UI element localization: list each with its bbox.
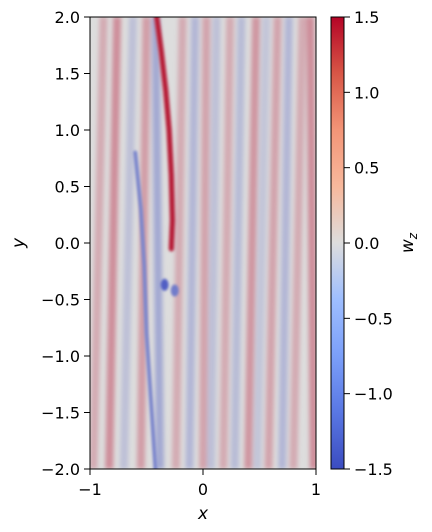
- streak-12: [253, 17, 271, 469]
- heatmap-area: [90, 17, 316, 469]
- streak-8: [206, 17, 221, 469]
- y-tick-label: 0.5: [55, 178, 80, 197]
- streak-16: [306, 17, 316, 469]
- streak-4: [151, 17, 165, 469]
- colorbar-label-subscript: z: [406, 232, 420, 240]
- x-tick-label: 0: [198, 480, 208, 499]
- colorbar-tick-label: 1.0: [354, 83, 379, 102]
- colorbar-ticks: 1.5 1.0 0.5 0.0 −0.5 −1.0 −1.5: [344, 8, 393, 479]
- x-axis-label: x: [197, 504, 209, 524]
- streak-11: [244, 17, 261, 469]
- negative-vorticity-filament: [133, 150, 158, 469]
- x-tick-label: 1: [311, 480, 321, 499]
- streak-9: [219, 17, 235, 469]
- streak-10: [230, 17, 246, 469]
- y-tick-label: 0.0: [55, 234, 80, 253]
- positive-vorticity-filament: [155, 17, 174, 250]
- streak-1: [105, 17, 122, 469]
- colorbar-label: wz: [398, 232, 420, 253]
- y-tick-label: 1.5: [55, 65, 80, 84]
- vorticity-features: [133, 17, 179, 469]
- y-tick-label: −1.0: [41, 347, 80, 366]
- colorbar-tick-label: −0.5: [354, 309, 393, 328]
- y-tick-label: 2.0: [55, 8, 80, 27]
- y-tick-label: −2.0: [41, 460, 80, 479]
- streak-7: [199, 17, 211, 469]
- colorbar-tick-label: 0.0: [354, 234, 379, 253]
- colorbar-tick-label: −1.5: [354, 460, 393, 479]
- streak-0: [90, 17, 108, 469]
- colorbar: 1.5 1.0 0.5 0.0 −0.5 −1.0 −1.5 wz: [330, 8, 420, 479]
- streak-5: [171, 17, 187, 469]
- x-axis: −1 0 1: [78, 469, 321, 499]
- y-axis-label: y: [9, 237, 29, 249]
- y-axis: 2.0 1.5 1.0 0.5 0.0 −0.5 −1.0 −1.5 −2.0: [41, 8, 90, 479]
- streak-13: [264, 17, 282, 469]
- streak-6: [185, 17, 200, 469]
- streak-14: [278, 17, 293, 469]
- streak-2: [119, 17, 137, 469]
- streak-15: [289, 17, 307, 469]
- colorbar-tick-label: −1.0: [354, 385, 393, 404]
- y-tick-label: −1.5: [41, 404, 80, 423]
- y-tick-label: −0.5: [41, 291, 80, 310]
- x-tick-label: −1: [78, 480, 102, 499]
- colorbar-tick-label: 0.5: [354, 159, 379, 178]
- colorbar-gradient: [330, 16, 345, 470]
- vortex-1: [170, 284, 179, 297]
- vortex-0: [160, 278, 169, 291]
- y-tick-label: 1.0: [55, 121, 80, 140]
- colorbar-label-base: w: [398, 239, 418, 253]
- vorticity-streaks: [90, 17, 316, 469]
- colorbar-tick-label: 1.5: [354, 8, 379, 27]
